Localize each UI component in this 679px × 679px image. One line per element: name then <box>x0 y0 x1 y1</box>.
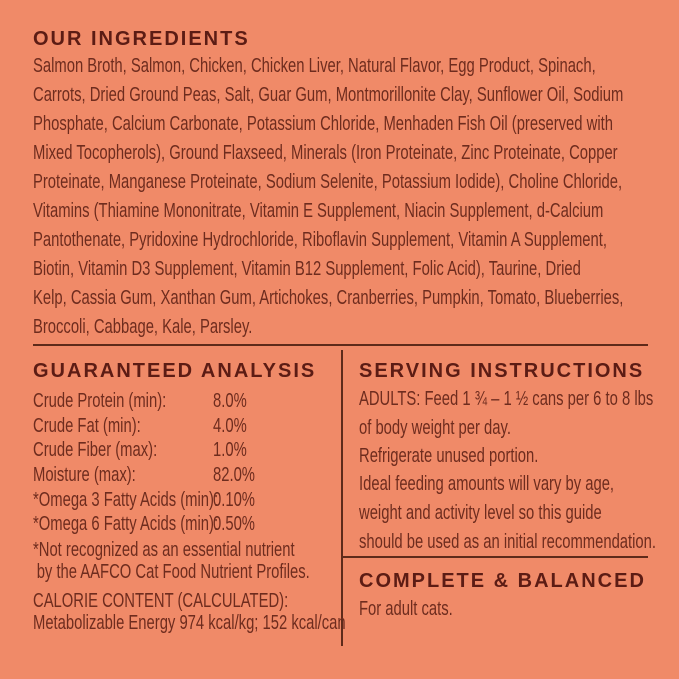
serving-line: Ideal feeding amounts will vary by age, <box>359 473 615 495</box>
ingredients-line: Pantothenate, Pyridoxine Hydrochloride, … <box>33 229 607 251</box>
ingredients-section: OUR INGREDIENTS <box>33 28 250 50</box>
footnote-line: by the AAFCO Cat Food Nutrient Profiles. <box>36 561 310 583</box>
analysis-value: 0.50% <box>213 513 255 536</box>
ingredients-line: Broccoli, Cabbage, Kale, Parsley. <box>33 316 253 338</box>
guaranteed-analysis-title: GUARANTEED ANALYSIS <box>33 360 317 382</box>
serving-line: Refrigerate unused portion. <box>359 445 539 467</box>
analysis-name: Crude Fiber (max): <box>33 439 158 462</box>
serving-adults: ADULTS: Feed 1 ¾ – 1 ½ cans per 6 to 8 l… <box>359 385 679 443</box>
ingredients-line: Carrots, Dried Ground Peas, Salt, Guar G… <box>33 84 624 106</box>
analysis-name: *Omega 3 Fatty Acids (min): <box>33 488 219 511</box>
right-column-divider <box>341 556 648 558</box>
guaranteed-analysis-table: Crude Protein (min): 8.0% Crude Fat (min… <box>33 389 333 537</box>
ingredients-line: Phosphate, Calcium Carbonate, Potassium … <box>33 113 613 135</box>
analysis-row: *Omega 3 Fatty Acids (min): 0.10% <box>33 488 333 513</box>
ingredients-title: OUR INGREDIENTS <box>33 28 250 50</box>
serving-line: weight and activity level so this guide <box>359 502 602 524</box>
complete-balanced-title: COMPLETE & BALANCED <box>359 570 646 592</box>
column-divider <box>341 350 343 646</box>
calorie-content: CALORIE CONTENT (CALCULATED): Metaboliza… <box>33 590 455 634</box>
serving-line: of body weight per day. <box>359 417 511 439</box>
analysis-footnote: *Not recognized as an essential nutrient… <box>33 539 407 583</box>
ingredients-line: Kelp, Cassia Gum, Xanthan Gum, Artichoke… <box>33 287 624 309</box>
top-divider <box>33 344 648 346</box>
analysis-row: Crude Protein (min): 8.0% <box>33 389 333 414</box>
serving-refrigerate: Refrigerate unused portion. <box>359 442 601 471</box>
ingredients-line: Proteinate, Manganese Proteinate, Sodium… <box>33 171 623 193</box>
serving-ideal: Ideal feeding amounts will vary by age, … <box>359 470 679 557</box>
analysis-row: Moisture (max): 82.0% <box>33 463 333 488</box>
serving-instructions-title: SERVING INSTRUCTIONS <box>359 360 645 382</box>
ingredients-line: Biotin, Vitamin D3 Supplement, Vitamin B… <box>33 258 581 280</box>
calorie-text: Metabolizable Energy 974 kcal/kg; 152 kc… <box>33 612 346 634</box>
ingredients-line: Mixed Tocopherols), Ground Flaxseed, Min… <box>33 142 618 164</box>
footnote-line: *Not recognized as an essential nutrient <box>33 539 295 561</box>
analysis-value: 0.10% <box>213 488 255 511</box>
ingredients-list: Salmon Broth, Salmon, Chicken, Chicken L… <box>33 52 679 342</box>
analysis-name: *Omega 6 Fatty Acids (min): <box>33 513 219 536</box>
ingredients-line: Salmon Broth, Salmon, Chicken, Chicken L… <box>33 55 596 77</box>
complete-balanced-text: For adult cats. <box>359 598 453 620</box>
analysis-value: 82.0% <box>213 464 255 487</box>
analysis-name: Crude Protein (min): <box>33 390 167 412</box>
complete-balanced-text-wrap: For adult cats. <box>359 595 486 624</box>
analysis-value: 8.0% <box>213 390 247 412</box>
analysis-row: *Omega 6 Fatty Acids (min): 0.50% <box>33 512 333 537</box>
analysis-value: 4.0% <box>213 414 247 437</box>
ingredients-line: Vitamins (Thiamine Mononitrate, Vitamin … <box>33 200 604 222</box>
analysis-row: Crude Fat (min): 4.0% <box>33 414 333 439</box>
serving-line: ADULTS: Feed 1 ¾ – 1 ½ cans per 6 to 8 l… <box>359 388 654 410</box>
analysis-value: 1.0% <box>213 439 247 462</box>
analysis-name: Moisture (max): <box>33 464 136 487</box>
analysis-name: Crude Fat (min): <box>33 414 141 437</box>
analysis-row: Crude Fiber (max): 1.0% <box>33 438 333 463</box>
calorie-title: CALORIE CONTENT (CALCULATED): <box>33 590 289 612</box>
serving-line: should be used as an initial recommendat… <box>359 531 657 553</box>
